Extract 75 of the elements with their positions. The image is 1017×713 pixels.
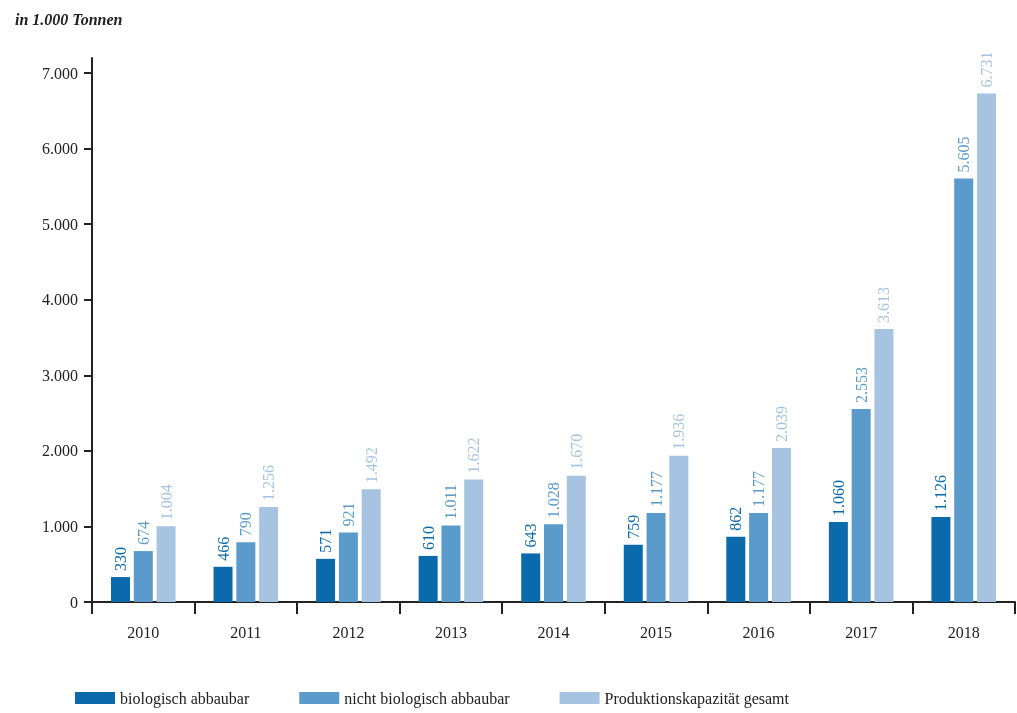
data-label: 2.039 bbox=[772, 405, 790, 442]
bar bbox=[749, 513, 769, 602]
bar bbox=[851, 409, 871, 602]
bar bbox=[521, 553, 541, 602]
bar bbox=[669, 455, 689, 602]
bar bbox=[646, 513, 666, 602]
bar bbox=[623, 544, 643, 602]
y-axis-title: in 1.000 Tonnen bbox=[15, 10, 123, 28]
data-label: 1.028 bbox=[545, 482, 562, 519]
y-tick-label: 1.000 bbox=[42, 517, 78, 535]
data-label: 6.731 bbox=[978, 51, 996, 88]
bar bbox=[931, 516, 951, 602]
data-label: 5.605 bbox=[955, 136, 973, 173]
y-tick-label: 7.000 bbox=[42, 64, 78, 82]
legend-label: Produktionskapazität gesamt bbox=[604, 689, 790, 708]
y-tick-label: 3.000 bbox=[42, 366, 78, 384]
data-label: 1.256 bbox=[260, 465, 278, 502]
bar bbox=[441, 525, 461, 602]
data-label: 1.177 bbox=[750, 471, 768, 508]
bar bbox=[156, 526, 176, 602]
bar bbox=[464, 479, 484, 602]
data-label: 1.060 bbox=[829, 479, 847, 516]
y-tick-label: 0 bbox=[70, 593, 78, 611]
bar bbox=[874, 329, 894, 602]
bar bbox=[236, 542, 256, 602]
data-label: 1.622 bbox=[465, 437, 483, 474]
data-label: 466 bbox=[214, 536, 232, 561]
y-tick-label: 6.000 bbox=[42, 140, 78, 158]
data-label: 1.936 bbox=[670, 413, 688, 450]
bar bbox=[110, 577, 130, 602]
bar bbox=[213, 566, 233, 602]
data-label: 2.553 bbox=[852, 367, 870, 404]
data-label: 643 bbox=[522, 523, 540, 548]
bar bbox=[726, 536, 746, 602]
bar bbox=[566, 475, 586, 602]
y-tick-label: 5.000 bbox=[42, 215, 78, 233]
data-label: 3.613 bbox=[875, 287, 893, 324]
data-label: 759 bbox=[624, 514, 642, 539]
x-tick-label: 2014 bbox=[537, 623, 570, 641]
bar bbox=[361, 489, 381, 602]
data-label: 1.004 bbox=[157, 484, 175, 521]
y-tick-label: 4.000 bbox=[42, 291, 78, 309]
x-tick-label: 2013 bbox=[434, 623, 467, 641]
data-label: 1.670 bbox=[567, 433, 585, 470]
x-tick-label: 2011 bbox=[230, 623, 262, 641]
x-tick-label: 2015 bbox=[640, 623, 673, 641]
data-label: 1.011 bbox=[442, 484, 460, 520]
bar bbox=[954, 178, 974, 602]
bar bbox=[259, 507, 279, 602]
bar bbox=[316, 558, 336, 602]
bar bbox=[771, 447, 791, 602]
legend-label: nicht biologisch abbaubar bbox=[344, 689, 511, 708]
bar bbox=[133, 551, 153, 602]
data-label: 610 bbox=[419, 525, 437, 550]
bar bbox=[828, 521, 848, 602]
data-label: 330 bbox=[111, 547, 129, 572]
data-label: 790 bbox=[237, 512, 255, 537]
x-tick-label: 2016 bbox=[742, 623, 775, 641]
data-label: 921 bbox=[339, 502, 357, 527]
x-tick-label: 2017 bbox=[845, 623, 878, 641]
bar bbox=[977, 93, 997, 602]
bar bbox=[544, 524, 563, 602]
x-tick-label: 2018 bbox=[947, 623, 980, 641]
data-label: 1.126 bbox=[932, 474, 950, 511]
data-label: 1.492 bbox=[362, 447, 380, 484]
bar bbox=[338, 532, 358, 602]
bar bbox=[418, 555, 438, 602]
legend-label: biologisch abbaubar bbox=[120, 689, 250, 708]
data-label: 674 bbox=[134, 521, 152, 546]
data-label: 571 bbox=[317, 528, 335, 553]
data-label: 862 bbox=[727, 506, 745, 531]
x-tick-label: 2012 bbox=[332, 623, 365, 641]
data-label: 1.177 bbox=[647, 471, 665, 508]
x-tick-label: 2010 bbox=[127, 623, 160, 641]
y-tick-label: 2.000 bbox=[42, 442, 78, 460]
